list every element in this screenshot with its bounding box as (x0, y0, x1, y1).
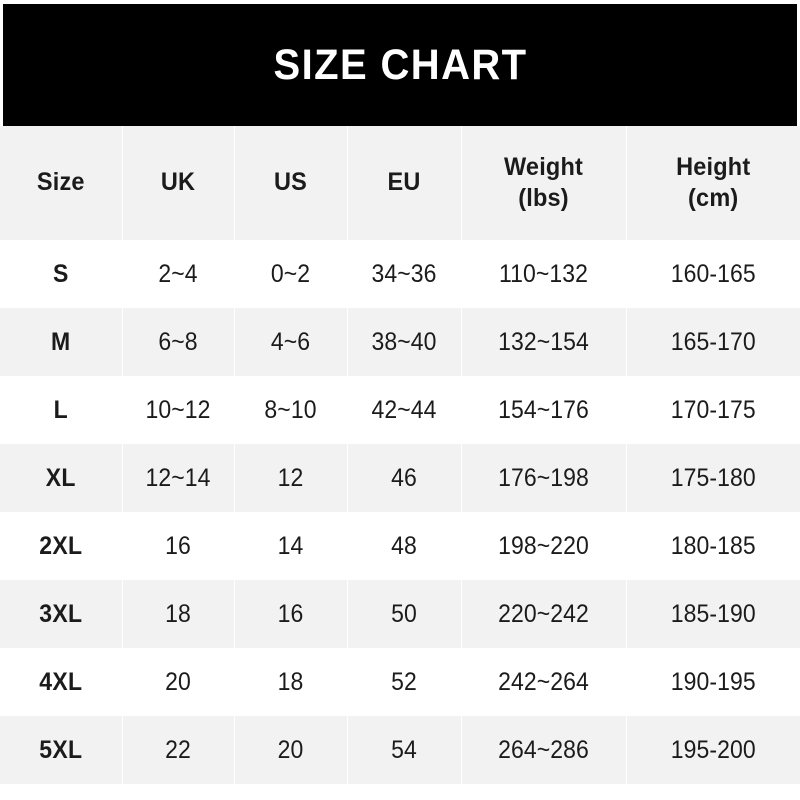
cell-us: 16 (238, 580, 343, 648)
cell-height: 175-180 (670, 463, 756, 492)
cell-height: 195-200 (670, 735, 756, 764)
table-row: 2XL 16 14 48 198~220 180-185 (0, 512, 800, 580)
column-header-eu-line1: EU (387, 168, 421, 197)
column-header-weight-line2: (lbs) (518, 184, 569, 212)
cell-eu: 52 (351, 648, 457, 716)
cell-uk: 22 (126, 716, 230, 784)
cell-size: L (4, 376, 118, 444)
cell-us: 20 (238, 716, 343, 784)
column-header-weight: Weight (lbs) (465, 126, 622, 240)
cell-size: 4XL (4, 648, 118, 716)
cell-weight: 110~132 (467, 240, 620, 308)
cell-size: M (4, 308, 118, 376)
cell-uk: 12~14 (126, 444, 230, 512)
table-row: M 6~8 4~6 38~40 132~154 165-170 (0, 308, 800, 376)
column-header-uk: UK (125, 126, 232, 240)
cell-weight: 198~220 (467, 512, 620, 580)
cell-weight: 242~264 (467, 648, 620, 716)
cell-uk: 6~8 (126, 308, 230, 376)
cell-size: 3XL (4, 580, 118, 648)
table-row: L 10~12 8~10 42~44 154~176 170-175 (0, 376, 800, 444)
cell-weight: 220~242 (467, 580, 620, 648)
cell-us: 8~10 (238, 376, 343, 444)
column-header-size-line1: Size (36, 168, 85, 197)
cell-uk: 18 (126, 580, 230, 648)
cell-height: 180-185 (670, 531, 756, 560)
cell-height: 190-195 (670, 667, 756, 696)
table-row: 4XL 20 18 52 242~264 190-195 (0, 648, 800, 716)
cell-us: 0~2 (238, 240, 343, 308)
cell-weight: 154~176 (467, 376, 620, 444)
size-chart-table: Size UK US EU Weight (lbs) Height (cm) (0, 126, 800, 784)
cell-eu: 42~44 (351, 376, 457, 444)
column-header-height-line1: Height (676, 152, 751, 181)
cell-height: 170-175 (670, 395, 756, 424)
cell-eu: 54 (351, 716, 457, 784)
cell-size: XL (4, 444, 118, 512)
title-banner: SIZE CHART (3, 4, 797, 126)
column-header-height-line2: (cm) (688, 184, 739, 212)
column-header-us-line1: US (273, 168, 308, 197)
table-row: 5XL 22 20 54 264~286 195-200 (0, 716, 800, 784)
cell-weight: 264~286 (467, 716, 620, 784)
cell-weight: 132~154 (467, 308, 620, 376)
column-header-uk-line1: UK (160, 168, 196, 197)
cell-us: 18 (238, 648, 343, 716)
cell-size: 5XL (4, 716, 118, 784)
column-header-eu: EU (350, 126, 459, 240)
cell-uk: 20 (126, 648, 230, 716)
cell-uk: 10~12 (126, 376, 230, 444)
column-header-us: US (237, 126, 345, 240)
cell-uk: 16 (126, 512, 230, 580)
cell-eu: 48 (351, 512, 457, 580)
page-title: SIZE CHART (273, 40, 527, 89)
cell-eu: 38~40 (351, 308, 457, 376)
column-header-size: Size (3, 126, 119, 240)
column-header-weight-line1: Weight (503, 152, 584, 181)
cell-height: 160-165 (670, 259, 756, 288)
cell-weight: 176~198 (467, 444, 620, 512)
table-row: XL 12~14 12 46 176~198 175-180 (0, 444, 800, 512)
cell-us: 4~6 (238, 308, 343, 376)
cell-height: 185-190 (670, 599, 756, 628)
column-header-height: Height (cm) (631, 126, 795, 240)
cell-eu: 34~36 (351, 240, 457, 308)
cell-size: 2XL (4, 512, 118, 580)
cell-uk: 2~4 (126, 240, 230, 308)
cell-height: 165-170 (670, 327, 756, 356)
cell-size: S (4, 240, 118, 308)
cell-us: 12 (238, 444, 343, 512)
cell-eu: 46 (351, 444, 457, 512)
table-row: S 2~4 0~2 34~36 110~132 160-165 (0, 240, 800, 308)
cell-eu: 50 (351, 580, 457, 648)
cell-us: 14 (238, 512, 343, 580)
table-row: 3XL 18 16 50 220~242 185-190 (0, 580, 800, 648)
table-header-row: Size UK US EU Weight (lbs) Height (cm) (0, 126, 800, 240)
